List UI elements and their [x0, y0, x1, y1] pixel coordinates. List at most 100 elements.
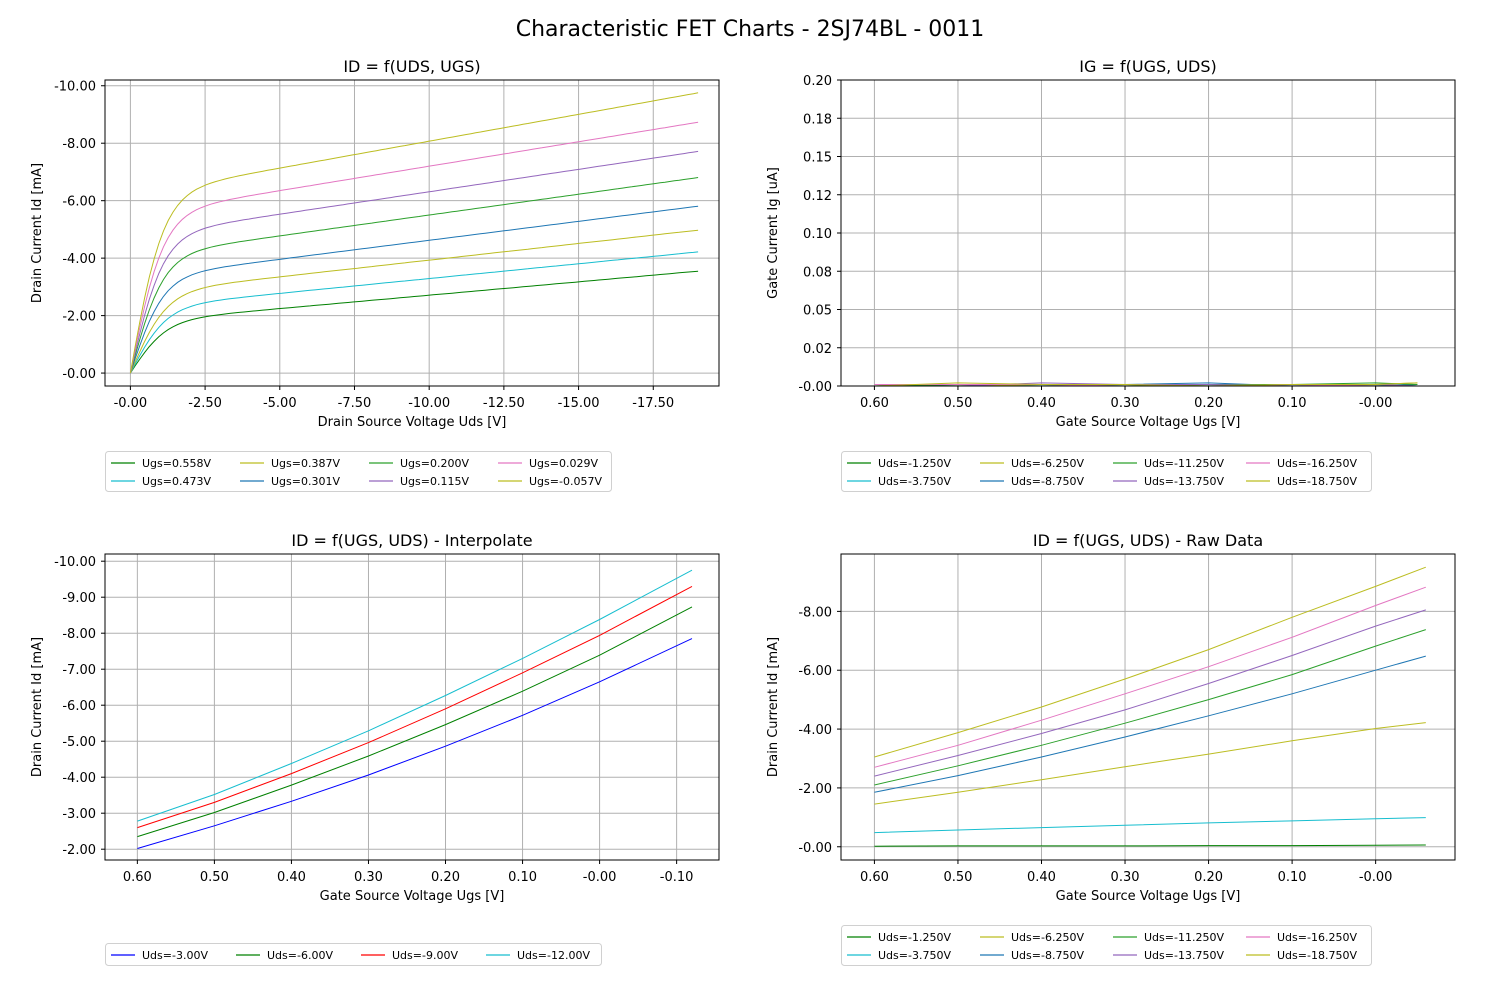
y-tick-label: -8.00	[62, 627, 96, 642]
legend-label: Ugs=0.200V	[400, 457, 469, 470]
x-axis-label: Drain Source Voltage Uds [V]	[318, 415, 507, 430]
legend-label: Uds=-8.750V	[1011, 475, 1084, 488]
legend-label: Uds=-12.00V	[517, 949, 590, 962]
series-line	[137, 569, 693, 822]
x-tick-label: -0.00	[114, 396, 148, 411]
legend-frame	[105, 451, 612, 492]
x-tick-label: 0.20	[1194, 396, 1223, 411]
y-tick-label: -6.00	[62, 699, 96, 714]
chart-tl: -0.00 -2.50 -5.00 -7.50 -10.00 -12.50 -15.00 -1…	[30, 57, 720, 492]
x-tick-label: -0.10	[660, 870, 694, 885]
series-line	[874, 609, 1426, 777]
x-tick-label: -7.50	[338, 396, 372, 411]
x-tick-label: -0.00	[1359, 396, 1393, 411]
x-tick-label: -17.50	[632, 396, 674, 411]
y-tick-label: 0.08	[803, 265, 832, 280]
y-tick-label: 0.10	[803, 227, 832, 242]
x-tick-label: -15.00	[558, 396, 600, 411]
y-tick-label: -5.00	[62, 735, 96, 750]
y-tick-label: -0.00	[62, 367, 96, 382]
x-axis-label: Gate Source Voltage Ugs [V]	[1056, 415, 1241, 430]
series-line	[874, 722, 1426, 805]
series-line	[129, 177, 699, 374]
series-line	[129, 270, 699, 374]
legend: Uds=-1.250V Uds=-3.750V Uds=-6.250V Uds=-8.…	[841, 451, 1372, 492]
y-tick-label: -7.00	[62, 663, 96, 678]
legend-label: Uds=-11.250V	[1144, 931, 1224, 944]
y-tick-label: -8.00	[62, 137, 96, 152]
x-tick-label: 0.40	[277, 870, 306, 885]
x-tick-label: -12.50	[483, 396, 525, 411]
legend-frame	[841, 925, 1372, 966]
chart-title: ID = f(UDS, UGS)	[343, 57, 480, 76]
x-tick-label: 0.10	[1278, 396, 1307, 411]
legend-label: Uds=-9.00V	[392, 949, 458, 962]
legend-label: Uds=-3.750V	[878, 949, 951, 962]
figure-title: Characteristic FET Charts - 2SJ74BL - 00…	[516, 17, 985, 42]
x-tick-label: 0.60	[123, 870, 152, 885]
y-tick-label: -8.00	[798, 605, 832, 620]
y-tick-label: -6.00	[798, 664, 832, 679]
legend-frame	[841, 451, 1372, 492]
series-line	[137, 585, 693, 829]
x-tick-label: 0.30	[354, 870, 383, 885]
charts-layer: -0.00 -2.50 -5.00 -7.50 -10.00 -12.50 -15.00 -1…	[30, 57, 1456, 966]
legend-label: Uds=-16.250V	[1277, 931, 1357, 944]
x-tick-label: -5.00	[263, 396, 297, 411]
legend-label: Ugs=-0.057V	[529, 475, 602, 488]
series-line	[874, 629, 1426, 786]
x-tick-label: 0.50	[943, 870, 972, 885]
y-tick-label: -4.00	[798, 723, 832, 738]
x-tick-label: 0.40	[1027, 870, 1056, 885]
x-tick-label: 0.50	[943, 396, 972, 411]
x-tick-label: 0.30	[1111, 870, 1140, 885]
x-tick-label: 0.50	[200, 870, 229, 885]
y-tick-label: 0.05	[803, 304, 832, 319]
x-tick-label: -2.50	[188, 396, 222, 411]
chart-tr: 0.60 0.50 0.40 0.30 0.20 0.10 -0.00 -0.00 0.02 0.…	[766, 57, 1456, 492]
legend-label: Uds=-6.00V	[267, 949, 333, 962]
legend-label: Ugs=0.387V	[271, 457, 340, 470]
legend: Ugs=0.558V Ugs=0.473V Ugs=0.387V Ugs=0.301V…	[105, 451, 612, 492]
x-tick-label: 0.10	[508, 870, 537, 885]
legend: Uds=-1.250V Uds=-3.750V Uds=-6.250V Uds=-8.…	[841, 925, 1372, 966]
y-tick-label: -2.00	[62, 843, 96, 858]
y-tick-label: -3.00	[62, 807, 96, 822]
chart-bl: 0.60 0.50 0.40 0.30 0.20 0.10 -0.00 -0.10 -2.00 -…	[30, 531, 720, 966]
series-group	[129, 92, 699, 374]
chart-title: IG = f(UGS, UDS)	[1079, 57, 1216, 76]
plot-frame	[840, 553, 1456, 861]
x-tick-label: 0.40	[1027, 396, 1056, 411]
series-line	[129, 92, 699, 374]
y-tick-label: 0.20	[803, 74, 832, 89]
legend-label: Ugs=0.473V	[142, 475, 211, 488]
legend-label: Uds=-13.750V	[1144, 475, 1224, 488]
x-tick-label: -0.00	[1359, 870, 1393, 885]
x-tick-label: -10.00	[408, 396, 450, 411]
legend-frame	[105, 943, 602, 966]
legend-label: Uds=-3.750V	[878, 475, 951, 488]
legend-label: Uds=-16.250V	[1277, 457, 1357, 470]
y-tick-label: -10.00	[54, 555, 96, 570]
y-tick-label: 0.12	[803, 189, 832, 204]
series-line	[129, 251, 699, 374]
chart-title: ID = f(UGS, UDS) - Raw Data	[1033, 531, 1263, 550]
legend-label: Ugs=0.558V	[142, 457, 211, 470]
series-group	[874, 566, 1426, 847]
y-tick-label: 0.15	[803, 151, 832, 166]
x-tick-label: 0.60	[860, 870, 889, 885]
series-line	[874, 817, 1426, 834]
plot-frame	[104, 553, 720, 861]
legend-label: Uds=-8.750V	[1011, 949, 1084, 962]
legend-label: Uds=-18.750V	[1277, 475, 1357, 488]
series-line	[137, 606, 693, 838]
y-tick-label: 0.18	[803, 112, 832, 127]
y-tick-label: 0.02	[803, 342, 832, 357]
legend-label: Uds=-11.250V	[1144, 457, 1224, 470]
y-axis-label: Drain Current Id [mA]	[30, 163, 45, 303]
series-line	[129, 150, 699, 374]
legend-label: Uds=-1.250V	[878, 457, 951, 470]
legend-label: Uds=-6.250V	[1011, 931, 1084, 944]
x-tick-label: 0.10	[1278, 870, 1307, 885]
